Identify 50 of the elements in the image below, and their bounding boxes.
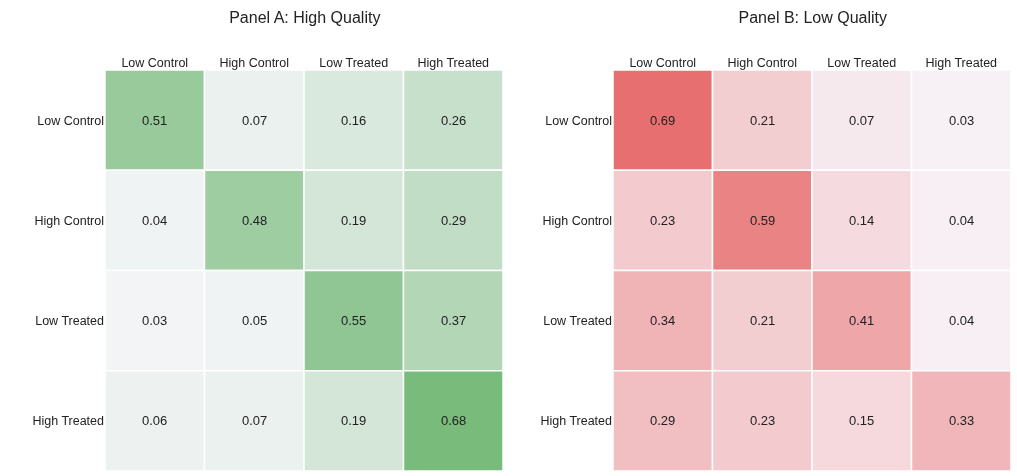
y-tick-label: Low Treated (543, 314, 613, 329)
data-label: 0.03 (142, 313, 168, 328)
data-label: 0.21 (750, 313, 776, 328)
data-label: 0.29 (441, 213, 467, 228)
data-label: 0.07 (242, 413, 268, 428)
x-tick-label: Low Control (629, 55, 697, 70)
data-label: 0.04 (949, 313, 975, 328)
data-label: 0.37 (441, 313, 467, 328)
data-label: 0.07 (242, 113, 268, 128)
data-label: 0.41 (849, 313, 875, 328)
y-tick-label: High Control (34, 213, 104, 228)
data-label: 0.59 (750, 213, 776, 228)
x-tick-label: High Control (219, 55, 289, 70)
x-tick-label: Low Treated (827, 55, 897, 70)
data-label: 0.55 (341, 313, 367, 328)
data-label: 0.33 (949, 413, 975, 428)
data-label: 0.16 (341, 113, 367, 128)
data-label: 0.05 (242, 313, 268, 328)
x-tick-label: Low Treated (319, 55, 389, 70)
y-tick-label: High Treated (32, 414, 105, 429)
data-label: 0.48 (242, 213, 268, 228)
data-label: 0.23 (650, 213, 676, 228)
data-label: 0.68 (441, 413, 467, 428)
data-label: 0.07 (849, 113, 875, 128)
y-tick-label: High Treated (540, 414, 613, 429)
y-tick-label: High Control (542, 213, 612, 228)
data-label: 0.23 (750, 413, 776, 428)
chart-title: Panel B: Low Quality (738, 9, 888, 27)
data-label: 0.04 (949, 213, 975, 228)
data-label: 0.26 (441, 113, 467, 128)
x-tick-label: High Treated (925, 55, 998, 70)
data-label: 0.51 (142, 113, 168, 128)
data-label: 0.15 (849, 413, 875, 428)
data-label: 0.19 (341, 213, 367, 228)
data-label: 0.34 (650, 313, 676, 328)
data-label: 0.14 (849, 213, 875, 228)
y-tick-label: Low Control (37, 113, 104, 128)
data-label: 0.21 (750, 113, 776, 128)
data-label: 0.03 (949, 113, 975, 128)
x-tick-label: Low Control (121, 55, 189, 70)
x-tick-label: High Control (727, 55, 797, 70)
chart-title: Panel A: High Quality (229, 9, 381, 27)
data-label: 0.06 (142, 413, 168, 428)
data-label: 0.29 (650, 413, 676, 428)
data-label: 0.69 (650, 113, 676, 128)
y-tick-label: Low Control (545, 113, 612, 128)
data-label: 0.04 (142, 213, 168, 228)
y-tick-label: Low Treated (35, 314, 105, 329)
data-label: 0.19 (341, 413, 367, 428)
x-tick-label: High Treated (417, 55, 490, 70)
